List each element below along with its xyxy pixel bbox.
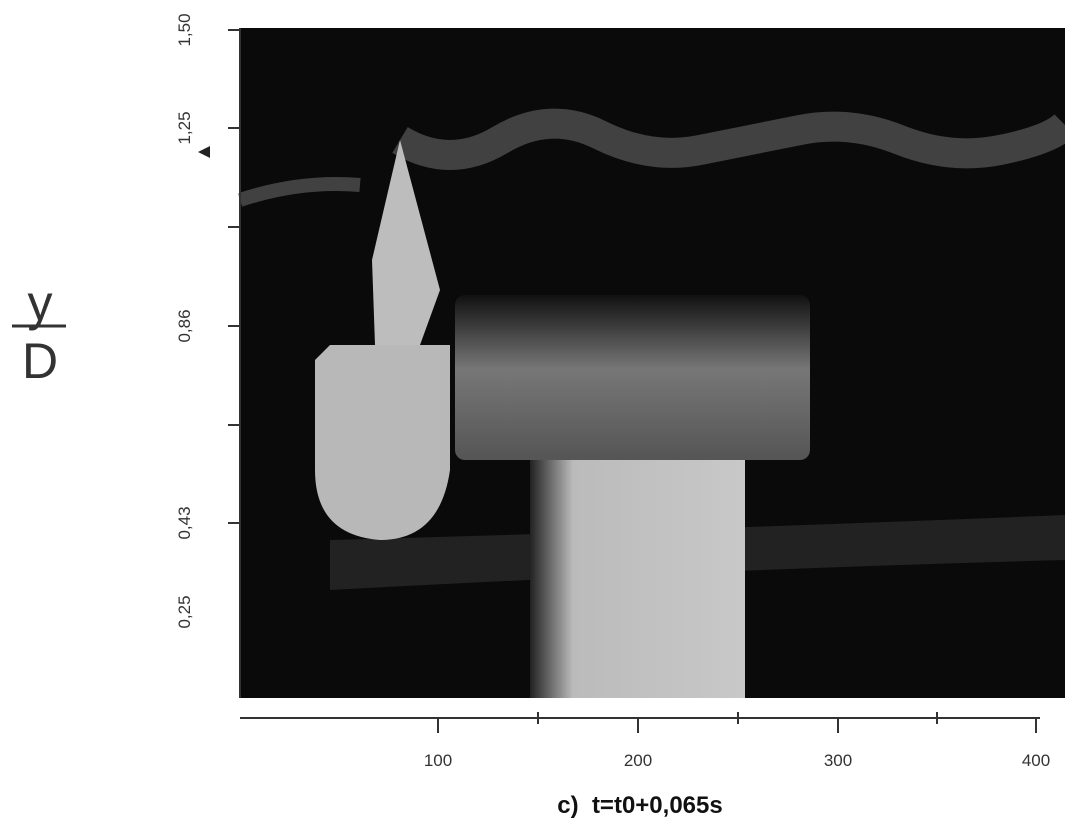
x-tick-marks [438, 712, 1036, 733]
y-tick-label: 0,86 [175, 309, 194, 342]
y-label-denominator: D [22, 333, 58, 389]
x-tick-label: 100 [424, 751, 452, 770]
y-tick-label: 0,43 [175, 506, 194, 539]
y-tick-label: 1,50 [175, 13, 194, 46]
y-tick-marks [228, 30, 240, 523]
y-tick-label: 0,25 [175, 595, 194, 628]
figure: y D c) t=t0+0,065s 1,50 1,25 0,86 0,43 0,25 1… [0, 0, 1065, 830]
arrow-marker [198, 146, 210, 158]
y-tick-label: 1,25 [175, 111, 194, 144]
x-tick-label: 400 [1022, 751, 1050, 770]
y-label-numerator: y [28, 275, 53, 331]
caption: c) t=t0+0,065s [557, 792, 722, 819]
x-tick-label: 200 [624, 751, 652, 770]
x-tick-label: 300 [824, 751, 852, 770]
photo [240, 28, 1065, 698]
